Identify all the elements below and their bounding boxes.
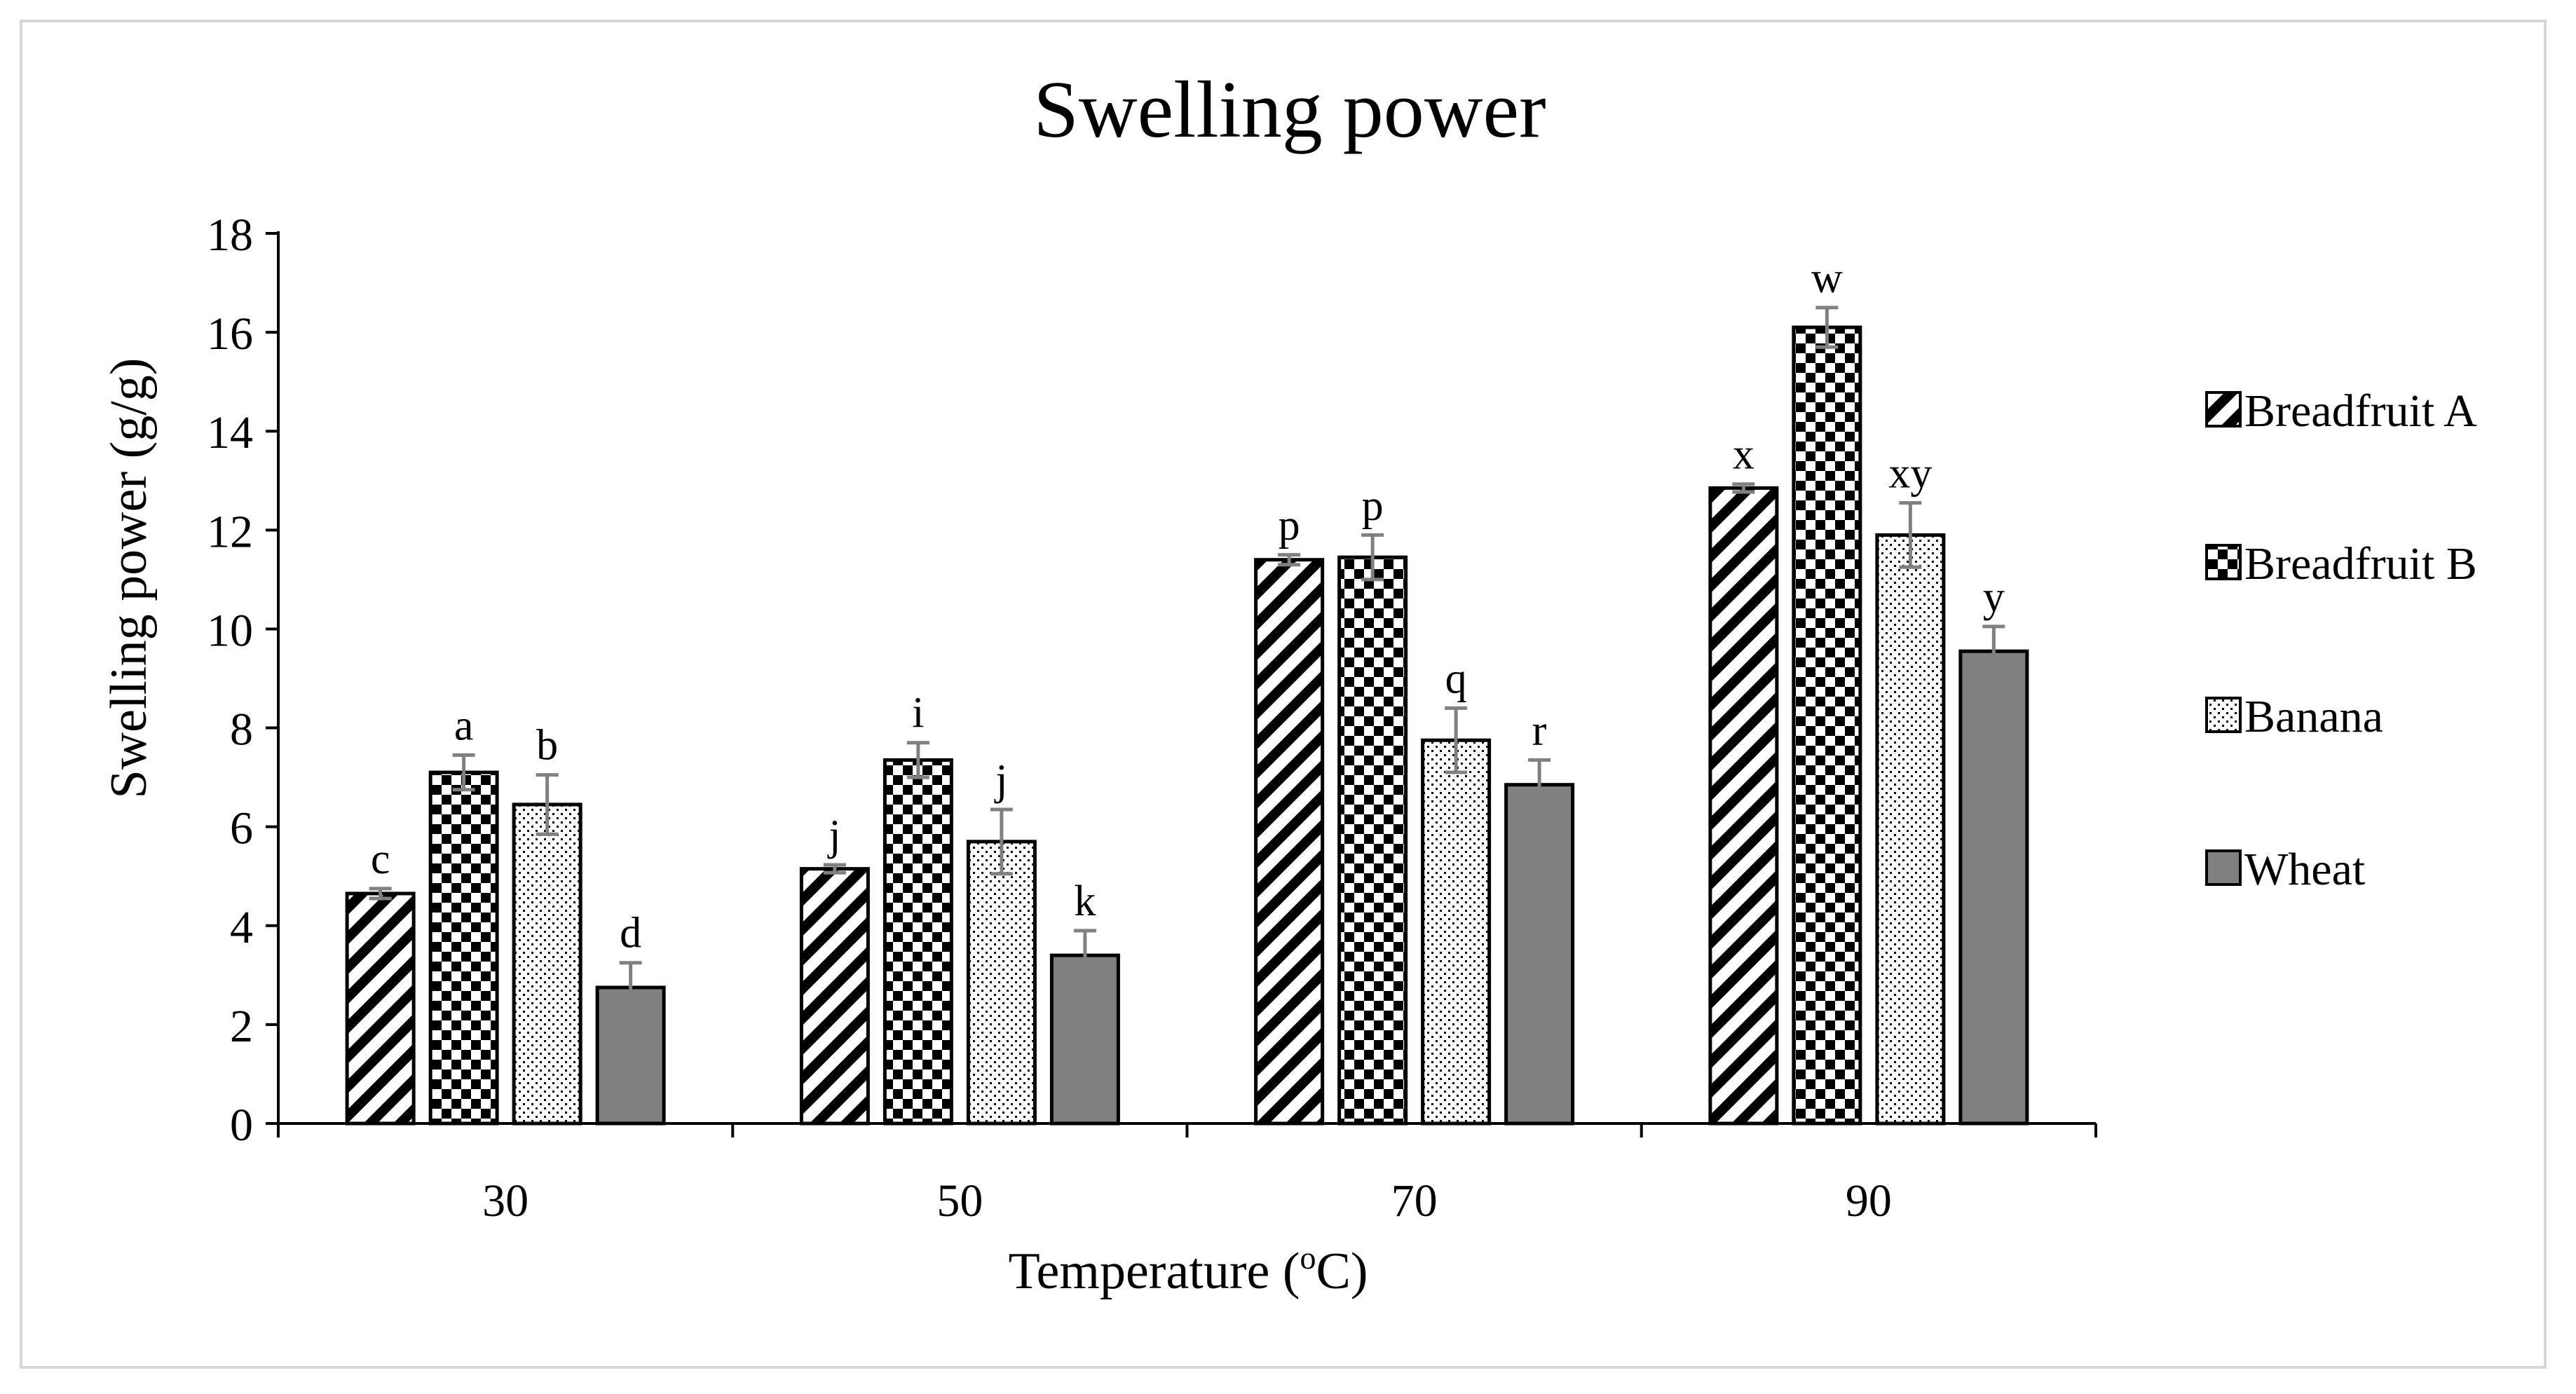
bar	[512, 802, 582, 1126]
y-tick-label: 0	[230, 1100, 253, 1151]
y-tick-label: 10	[207, 605, 253, 656]
bar	[1504, 783, 1575, 1126]
y-tick-label: 16	[207, 308, 253, 360]
significance-letter: j	[827, 812, 840, 859]
significance-letter: y	[1983, 573, 2005, 621]
x-axis-label-degree: o	[1300, 1240, 1316, 1276]
bar	[799, 867, 870, 1126]
legend-swatch	[2205, 849, 2242, 886]
significance-letter: j	[994, 756, 1007, 804]
significance-letter: xy	[1888, 450, 1932, 498]
legend-label: Wheat	[2244, 844, 2365, 895]
significance-letter: i	[912, 690, 924, 737]
legend-label: Breadfruit B	[2244, 538, 2477, 589]
bar	[345, 891, 416, 1126]
significance-letter: d	[620, 910, 641, 957]
legend-swatch	[2205, 391, 2242, 428]
x-tick-label: 30	[482, 1175, 529, 1226]
significance-letter: x	[1733, 431, 1754, 479]
significance-letter: w	[1811, 254, 1843, 302]
bar	[1254, 558, 1325, 1126]
bar	[1337, 555, 1408, 1126]
bar	[966, 840, 1037, 1126]
bar	[882, 758, 953, 1126]
bar	[1958, 649, 2029, 1126]
x-axis-label: Temperature (oC)	[1009, 1240, 1368, 1300]
bar	[1049, 953, 1120, 1126]
bar	[1875, 533, 1946, 1126]
x-axis-label-unit: C)	[1316, 1243, 1368, 1300]
legend-label: Banana	[2244, 691, 2383, 742]
bar	[428, 770, 499, 1126]
bar	[1708, 486, 1779, 1126]
significance-letter: r	[1532, 706, 1547, 754]
significance-letter: c	[371, 835, 390, 883]
x-tick-label: 50	[936, 1175, 983, 1226]
y-tick-label: 4	[230, 902, 253, 953]
y-tick-label: 12	[207, 506, 253, 557]
bar	[1792, 325, 1862, 1126]
significance-letter: p	[1362, 481, 1384, 529]
bar	[1421, 738, 1492, 1126]
y-axis-label: Swelling power (g/g)	[100, 358, 158, 799]
y-tick-label: 6	[230, 803, 253, 854]
significance-letter: q	[1445, 655, 1467, 702]
significance-letter: k	[1074, 877, 1096, 925]
legend-label: Breadfruit A	[2244, 385, 2477, 437]
significance-letter: p	[1279, 502, 1300, 549]
y-tick-label: 2	[230, 1001, 253, 1052]
legend-swatch	[2205, 544, 2242, 580]
significance-letter: b	[536, 722, 558, 770]
x-axis-label-text: Temperature (	[1009, 1243, 1300, 1300]
y-tick-label: 14	[207, 407, 253, 458]
chart-title: Swelling power	[1033, 65, 1546, 155]
legend-swatch	[2205, 697, 2242, 733]
significance-letter: a	[454, 702, 474, 749]
y-tick-label: 18	[207, 210, 253, 261]
x-tick-label: 70	[1391, 1175, 1438, 1226]
x-tick-label: 90	[1846, 1175, 1892, 1226]
y-tick-label: 8	[230, 704, 253, 756]
